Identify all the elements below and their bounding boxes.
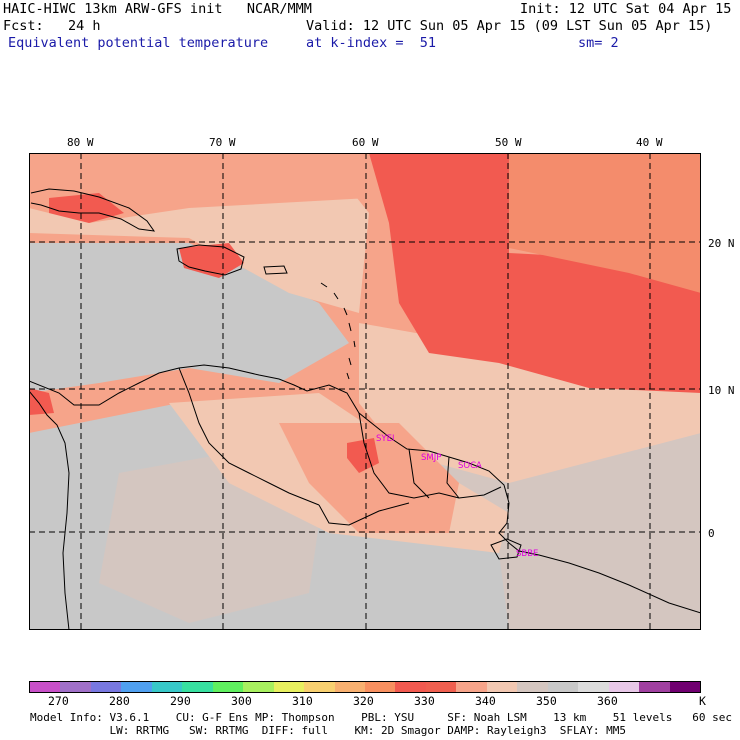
colorbar-cell-0 — [30, 682, 61, 692]
colorbar-label-340: 340 — [475, 694, 496, 708]
map-canvas: SYEI SMJP SOCA SBBE — [29, 153, 701, 630]
border-guianas — [358, 412, 502, 499]
colorbar — [29, 681, 701, 693]
colorbar-label-310: 310 — [292, 694, 313, 708]
colorbar-cell-16 — [517, 682, 548, 692]
station-label-smjp: SMJP — [421, 453, 441, 463]
smoothing: sm= 2 — [578, 35, 619, 51]
colorbar-label-320: 320 — [353, 694, 374, 708]
station-label-sbbe: SBBE — [516, 549, 538, 559]
model-info-line1: Model Info: V3.6.1 CU: G-F Ens MP: Thomp… — [30, 711, 732, 724]
colorbar-label-300: 300 — [231, 694, 252, 708]
zone-330-atlantic-warm — [369, 153, 701, 393]
colorbar-label-330: 330 — [414, 694, 435, 708]
init-time: Init: 12 UTC Sat 04 Apr 15 — [520, 1, 732, 17]
coastline-north-south-america — [29, 364, 701, 614]
model-title: HAIC-HIWC 13km ARW-GFS init NCAR/MMM — [3, 1, 312, 17]
colorbar-cell-4 — [151, 682, 183, 692]
level-index: at k-index = 51 — [306, 35, 437, 51]
colorbar-cell-5 — [182, 682, 213, 692]
colorbar-cell-11 — [364, 682, 396, 692]
colorbar-cell-2 — [90, 682, 122, 692]
border-brazil-north — [318, 502, 410, 526]
coastline-marajo — [490, 538, 522, 560]
colorbar-label-280: 280 — [109, 694, 130, 708]
colorbar-cell-7 — [243, 682, 274, 692]
station-label-syei: SYEI — [376, 434, 394, 444]
lon-label-60w: 60 W — [352, 136, 379, 149]
lon-label-70w: 70 W — [209, 136, 236, 149]
colorbar-label-360: 360 — [597, 694, 618, 708]
map-border — [29, 153, 701, 630]
lon-label-80w: 80 W — [67, 136, 94, 149]
zone-325-northeast — [509, 153, 701, 293]
colorbar-cell-17 — [547, 682, 579, 692]
valid-time: Valid: 12 UTC Sun 05 Apr 15 (09 LST Sun … — [306, 18, 713, 34]
colorbar-cell-3 — [121, 682, 152, 692]
colorbar-cell-10 — [334, 682, 365, 692]
colorbar-cell-15 — [486, 682, 518, 692]
coastline-puerto-rico — [263, 265, 288, 275]
lat-label-10n: 10 N — [708, 384, 735, 397]
colorbar-unit: K — [699, 694, 706, 708]
colorbar-label-270: 270 — [48, 694, 69, 708]
colorbar-cell-1 — [60, 682, 91, 692]
zone-330-panama — [29, 388, 54, 415]
zone-340-interior — [279, 423, 459, 533]
border-venezuela-colombia — [178, 367, 320, 506]
colorbar-cell-19 — [608, 682, 640, 692]
colorbar-cell-13 — [425, 682, 457, 692]
map-panel: SYEI SMJP SOCA SBBE — [29, 153, 701, 630]
coastline-cuba — [30, 188, 156, 232]
zone-330-hispaniola — [179, 243, 244, 278]
lat-label-equator: 0 — [708, 527, 715, 540]
zone-345-atlantic — [359, 323, 701, 483]
station-label-soca: SOCA — [458, 461, 482, 471]
zone-330-cuba — [49, 193, 124, 223]
colorbar-cell-20 — [639, 682, 670, 692]
colorbar-cell-6 — [212, 682, 244, 692]
lon-label-40w: 40 W — [636, 136, 663, 149]
model-info-line2: LW: RRTMG SW: RRTMG DIFF: full KM: 2D Sm… — [30, 724, 627, 737]
colorbar-cell-9 — [304, 682, 335, 692]
colorbar-cell-14 — [456, 682, 487, 692]
colorbar-label-350: 350 — [536, 694, 557, 708]
coastline-hispaniola — [176, 244, 245, 276]
field-name: Equivalent potential temperature — [8, 35, 269, 51]
forecast-hour: Fcst: 24 h — [3, 18, 101, 34]
colorbar-cell-8 — [273, 682, 305, 692]
lat-label-20n: 20 N — [708, 237, 735, 250]
lon-label-50w: 50 W — [495, 136, 522, 149]
colorbar-label-290: 290 — [170, 694, 191, 708]
coastline-lesser-antilles — [320, 282, 356, 380]
colorbar-cell-12 — [395, 682, 426, 692]
coastline-central-america — [29, 390, 70, 630]
colorbar-cell-18 — [578, 682, 609, 692]
colorbar-cell-21 — [669, 682, 700, 692]
